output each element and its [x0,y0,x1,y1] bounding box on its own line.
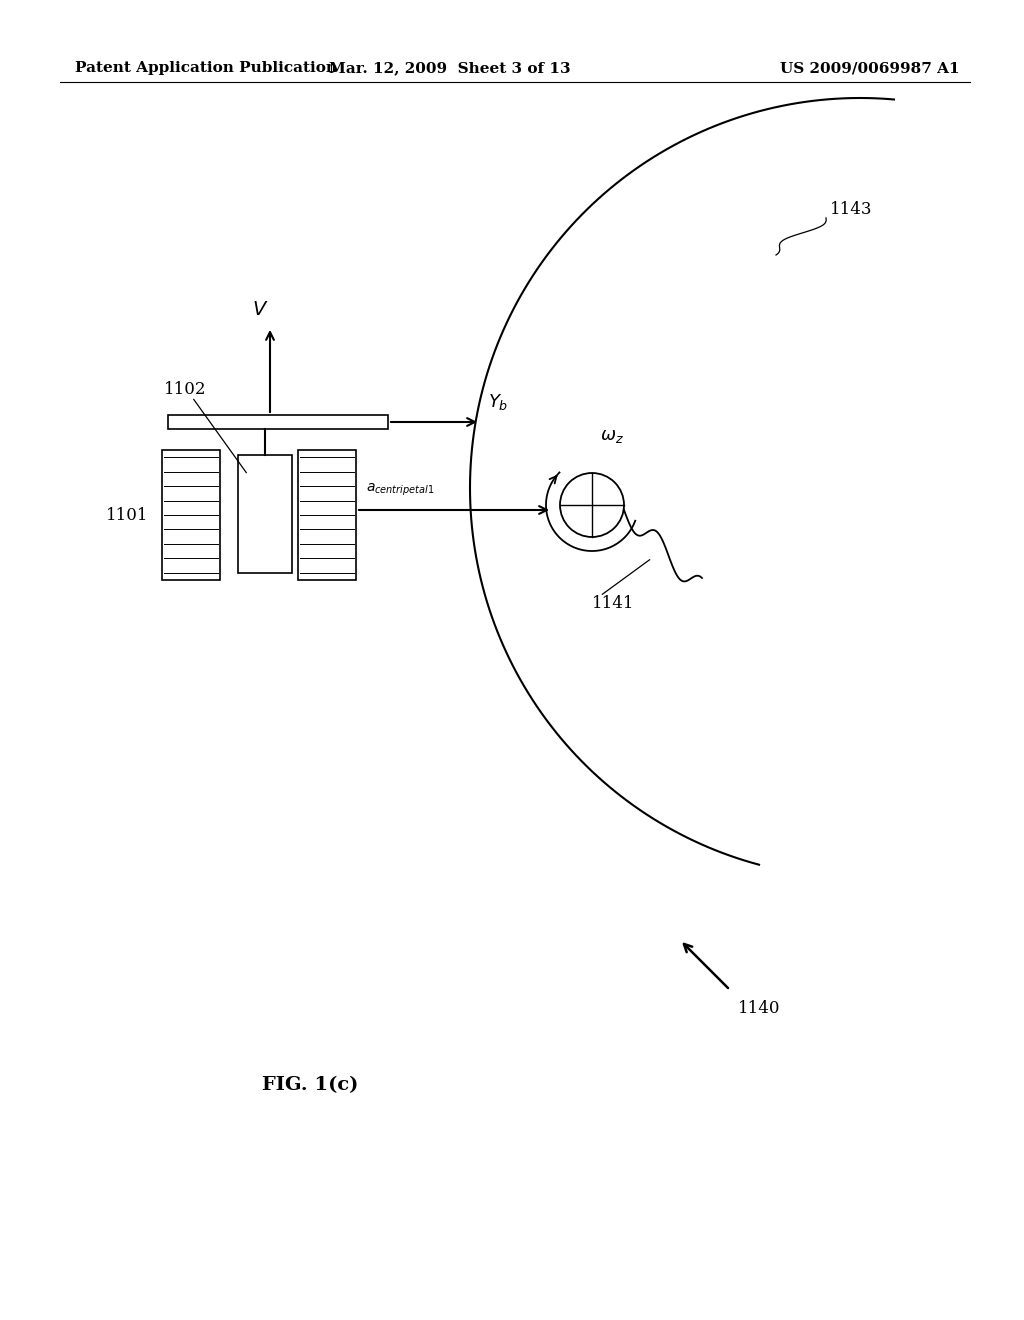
Text: US 2009/0069987 A1: US 2009/0069987 A1 [780,61,961,75]
Text: $Y_b$: $Y_b$ [488,392,508,412]
Text: FIG. 1(c): FIG. 1(c) [262,1076,358,1094]
Text: $a_{centripetal1}$: $a_{centripetal1}$ [366,482,434,498]
Bar [162,450,220,579]
Text: Mar. 12, 2009  Sheet 3 of 13: Mar. 12, 2009 Sheet 3 of 13 [329,61,570,75]
Text: 1101: 1101 [105,507,148,524]
Text: 1143: 1143 [830,202,872,219]
Bar [168,414,388,429]
Text: $V$: $V$ [252,300,268,319]
Text: 1102: 1102 [164,381,207,399]
Bar [298,450,356,579]
Text: 1141: 1141 [592,595,635,612]
Text: 1140: 1140 [738,1001,780,1016]
Bar [238,455,292,573]
Text: $\omega_z$: $\omega_z$ [600,426,624,445]
Text: Patent Application Publication: Patent Application Publication [75,61,337,75]
